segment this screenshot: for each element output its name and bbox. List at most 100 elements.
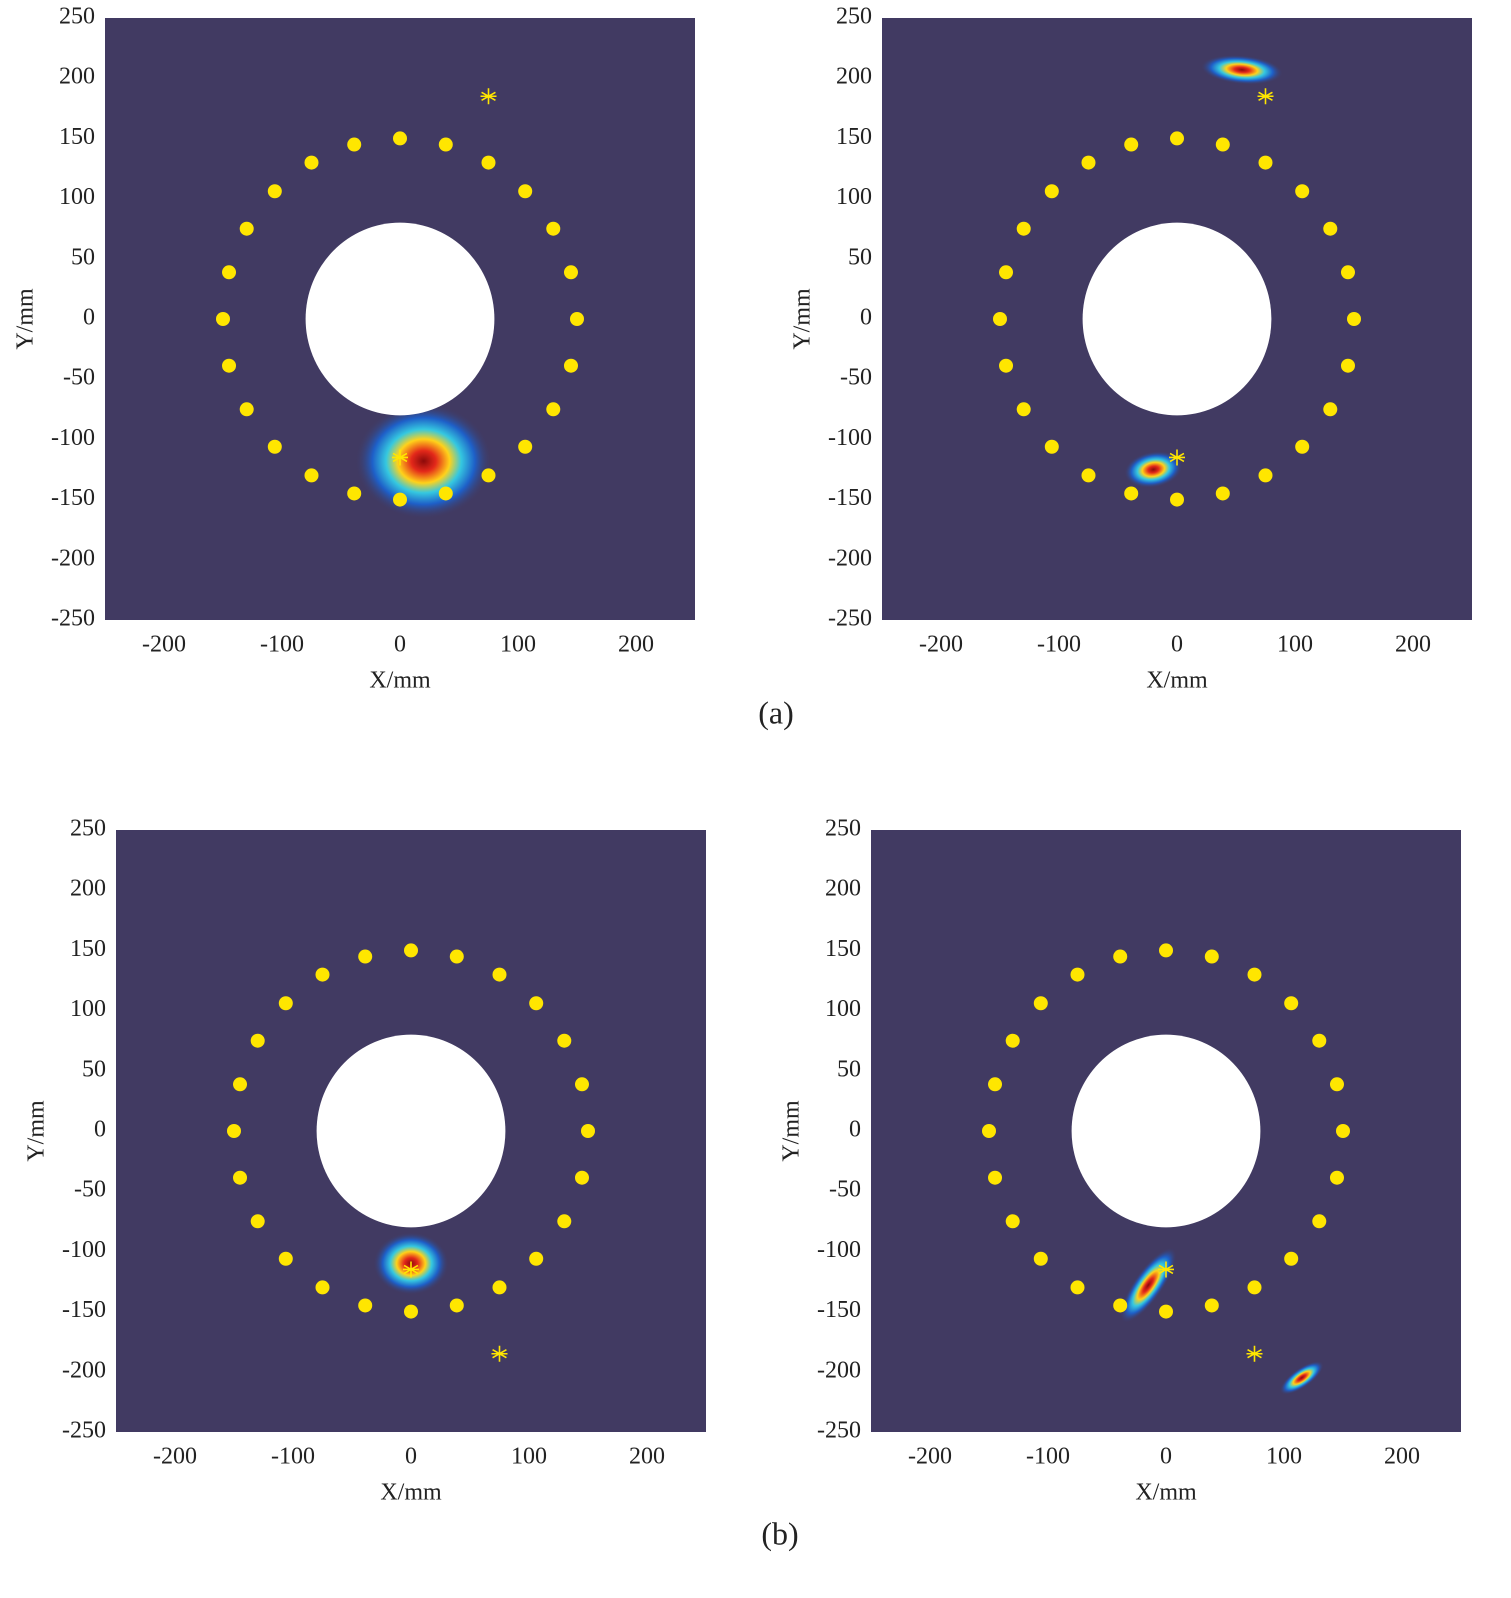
x-tick-label: 0	[394, 632, 406, 658]
y-tick-label: 200	[59, 64, 95, 90]
y-tick-label: 100	[825, 996, 861, 1022]
sensor	[557, 1033, 572, 1048]
sensor	[570, 312, 584, 326]
x-tick-label: -100	[271, 1444, 315, 1470]
sensor	[492, 967, 507, 982]
sensor	[449, 949, 464, 964]
sensor	[982, 1124, 996, 1138]
target-star	[480, 88, 497, 105]
sensor	[563, 265, 578, 280]
x-tick-label: 100	[500, 632, 536, 658]
hotspot	[1124, 450, 1183, 489]
hotspots	[1124, 54, 1284, 489]
sensor	[347, 137, 362, 152]
hotspot	[1119, 1247, 1177, 1323]
hole	[1071, 1034, 1261, 1228]
sensor	[1005, 1033, 1020, 1048]
caption: (b)	[761, 1515, 798, 1551]
x-axis-label: X/mm	[369, 668, 431, 694]
sensor	[546, 221, 561, 236]
target-star	[392, 449, 408, 466]
y-tick-label: 200	[825, 876, 861, 902]
y-tick-label: -100	[51, 425, 95, 451]
sensor	[1081, 468, 1096, 483]
y-tick-label: 100	[70, 996, 106, 1022]
sensor	[993, 312, 1007, 326]
sensor	[1113, 949, 1128, 964]
y-tick-label: -50	[840, 365, 872, 391]
sensor	[1312, 1214, 1327, 1229]
y-tick-label: -100	[828, 425, 872, 451]
sensor	[227, 1124, 241, 1138]
sensor	[1329, 1170, 1344, 1185]
y-axis-label: Y/mm	[24, 1100, 50, 1162]
x-tick-label: 0	[405, 1444, 417, 1470]
hotspot	[1279, 1360, 1324, 1395]
x-tick-label: 200	[1384, 1444, 1420, 1470]
x-tick-label: -200	[142, 632, 186, 658]
target-star	[1158, 1261, 1174, 1278]
y-tick-label: 100	[836, 184, 872, 210]
sensor	[1295, 184, 1310, 199]
sensor	[1016, 402, 1031, 417]
x-tick-label: -100	[1026, 1444, 1070, 1470]
sensor	[988, 1170, 1003, 1185]
x-tick-label: 200	[629, 1444, 665, 1470]
sensor	[574, 1170, 589, 1185]
y-tick-label: 50	[837, 1056, 861, 1082]
sensor	[1044, 184, 1059, 199]
sensor	[1215, 137, 1230, 152]
target-star	[1246, 1345, 1263, 1362]
y-tick-label: -250	[62, 1418, 106, 1444]
y-axis-label: Y/mm	[779, 1100, 805, 1162]
x-tick-label: 0	[1171, 632, 1183, 658]
sensor	[358, 1298, 373, 1313]
hotspots	[1119, 1247, 1324, 1395]
sensor	[1170, 492, 1184, 507]
x-tick-label: -200	[908, 1444, 952, 1470]
sensor	[529, 996, 544, 1011]
sensor	[1284, 996, 1299, 1011]
sensor	[1247, 967, 1262, 982]
y-tick-label: -150	[828, 485, 872, 511]
y-tick-label: 250	[836, 4, 872, 30]
y-tick-label: 200	[70, 876, 106, 902]
y-tick-label: 50	[71, 244, 95, 270]
sensor	[1323, 221, 1338, 236]
panel: -200 -100 0 100 200 -250 -200 -150 -100 -50 0 50 100…	[779, 816, 1461, 1506]
panel: -200 -100 0 100 200 -250 -200 -150 -100 -50 0 50 100…	[24, 816, 706, 1506]
y-tick-label: 0	[849, 1117, 861, 1143]
hole	[316, 1034, 506, 1228]
sensor	[1081, 155, 1096, 170]
sensor	[518, 439, 533, 454]
sensor	[1215, 486, 1230, 501]
sensor	[1016, 221, 1031, 236]
sensor	[1312, 1033, 1327, 1048]
sensor	[393, 492, 407, 507]
y-tick-label: -100	[62, 1237, 106, 1263]
sensor	[529, 1251, 544, 1266]
x-tick-label: 100	[1266, 1444, 1302, 1470]
y-tick-label: -50	[829, 1177, 861, 1203]
y-tick-label: -150	[817, 1297, 861, 1323]
sensor	[250, 1033, 265, 1048]
sensor	[1340, 265, 1355, 280]
sensor	[581, 1124, 595, 1138]
y-tick-label: -50	[74, 1177, 106, 1203]
y-axis-label: Y/mm	[13, 288, 39, 350]
y-tick-label: -150	[62, 1297, 106, 1323]
x-tick-label: -100	[260, 632, 304, 658]
y-tick-label: -150	[51, 485, 95, 511]
sensor	[481, 155, 496, 170]
y-tick-label: -200	[828, 545, 872, 571]
y-tick-label: 150	[836, 124, 872, 150]
y-tick-label: 150	[70, 936, 106, 962]
sensor	[1347, 312, 1361, 326]
y-tick-label: 150	[59, 124, 95, 150]
sensor	[239, 402, 254, 417]
y-tick-label: 50	[848, 244, 872, 270]
sensor	[1204, 1298, 1219, 1313]
sensor	[1323, 402, 1338, 417]
sensor	[1340, 358, 1355, 373]
y-tick-label: -250	[828, 606, 872, 632]
